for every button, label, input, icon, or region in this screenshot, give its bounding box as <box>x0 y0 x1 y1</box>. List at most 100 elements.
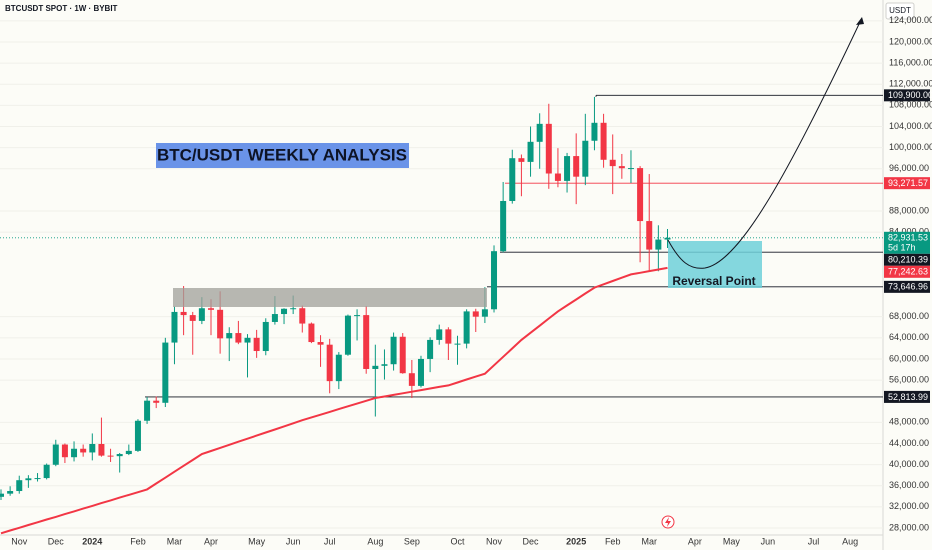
candle-body <box>436 329 443 340</box>
candle-body <box>153 400 160 403</box>
resistance-zone <box>173 288 487 307</box>
x-tick-label: Jul <box>808 536 820 546</box>
candle-body <box>189 315 196 321</box>
x-tick-label: May <box>723 536 741 546</box>
y-tick-label: 56,000.00 <box>889 374 929 384</box>
price-badge-label: 109,900.00 <box>888 90 932 100</box>
candle-body <box>198 308 205 321</box>
x-tick-label: Nov <box>486 536 503 546</box>
candle-body <box>536 123 543 142</box>
y-tick-label: 100,000.00 <box>889 142 932 152</box>
price-badge <box>884 253 930 266</box>
x-tick-label: Apr <box>204 536 218 546</box>
price-badge <box>884 177 930 190</box>
candle-body <box>134 420 141 451</box>
candle-body <box>244 337 251 343</box>
candle-body <box>363 315 370 369</box>
price-badge <box>884 89 930 102</box>
candle-body <box>408 373 415 386</box>
candle-body <box>582 140 589 177</box>
currency-box <box>885 2 915 20</box>
price-badge-label: 93,271.57 <box>888 178 928 188</box>
candle-body <box>600 122 607 160</box>
y-tick-label: 60,000.00 <box>889 353 929 363</box>
candle-body <box>609 159 616 167</box>
candle-body <box>43 464 50 479</box>
title-box <box>156 143 409 168</box>
x-tick-label: Jun <box>761 536 776 546</box>
x-tick-label: Aug <box>842 536 858 546</box>
candle-body <box>0 493 4 497</box>
candle-body <box>290 308 297 310</box>
candle-body <box>89 444 96 453</box>
candle-body <box>354 315 361 317</box>
candle-body <box>25 478 32 481</box>
candle-body <box>207 308 214 310</box>
candle-body <box>281 308 288 315</box>
x-tick-label: Apr <box>688 536 702 546</box>
x-tick-label: 2025 <box>566 536 586 546</box>
price-badge-label: 82,931.53 <box>888 233 928 243</box>
annotation: Reversal Point <box>672 274 755 288</box>
candle-body <box>518 158 525 162</box>
ema-line <box>0 266 668 535</box>
candle-body <box>500 200 507 252</box>
candle-body <box>335 354 342 382</box>
candle-body <box>16 480 23 492</box>
candle-body <box>527 141 534 162</box>
x-tick-label: Nov <box>11 536 28 546</box>
candle-body <box>381 364 388 366</box>
x-tick-label: Sep <box>404 536 420 546</box>
plot <box>0 20 883 535</box>
candle-body <box>7 491 14 494</box>
price-badge-label: 77,242.63 <box>888 267 928 277</box>
price-badge <box>884 265 930 278</box>
candle-body <box>454 343 461 345</box>
projection-arrowhead <box>856 17 864 25</box>
candle-body <box>235 333 242 343</box>
x-tick-label: Mar <box>167 536 183 546</box>
candle-body <box>637 168 644 222</box>
candle-body <box>591 122 598 141</box>
y-tick-label: 112,000.00 <box>889 79 932 89</box>
y-tick-label: 84,000.00 <box>889 227 929 237</box>
event-bolt <box>665 517 671 527</box>
candle-body <box>664 237 671 240</box>
symbol-header: BTCUSDT SPOT · 1W · BYBIT <box>5 4 118 13</box>
x-tick-label: 2024 <box>82 536 102 546</box>
candle-body <box>71 448 78 458</box>
x-tick-label: Jun <box>286 536 301 546</box>
candle-body <box>491 251 498 310</box>
price-badge-label: 52,813.99 <box>888 392 928 402</box>
y-tick-label: 68,000.00 <box>889 311 929 321</box>
x-tick-label: May <box>248 536 266 546</box>
candle-body <box>162 342 169 403</box>
y-tick-label: 124,000.00 <box>889 15 932 25</box>
candle-body <box>472 311 479 317</box>
x-tick-label: Jul <box>324 536 336 546</box>
candle-body <box>372 365 379 369</box>
y-tick-label: 32,000.00 <box>889 501 929 511</box>
candle-body <box>509 158 516 201</box>
x-tick-label: Dec <box>48 536 65 546</box>
candle-body <box>80 448 87 453</box>
candle-body <box>34 478 41 480</box>
candle-body <box>618 166 625 169</box>
y-tick-label: 44,000.00 <box>889 438 929 448</box>
chart-title: BTC/USDT WEEKLY ANALYSIS <box>157 145 407 164</box>
candle-body <box>61 444 68 458</box>
candle-body <box>308 323 315 343</box>
candle-body <box>326 344 333 382</box>
candle-body <box>399 336 406 374</box>
x-tick-label: Oct <box>450 536 465 546</box>
candle-body <box>180 311 187 316</box>
x-tick-label: Mar <box>641 536 657 546</box>
candle-body <box>573 156 580 177</box>
y-tick-label: 40,000.00 <box>889 459 929 469</box>
y-tick-label: 36,000.00 <box>889 480 929 490</box>
y-tick-label: 108,000.00 <box>889 100 932 110</box>
y-tick-label: 104,000.00 <box>889 121 932 131</box>
candle-body <box>144 400 151 421</box>
